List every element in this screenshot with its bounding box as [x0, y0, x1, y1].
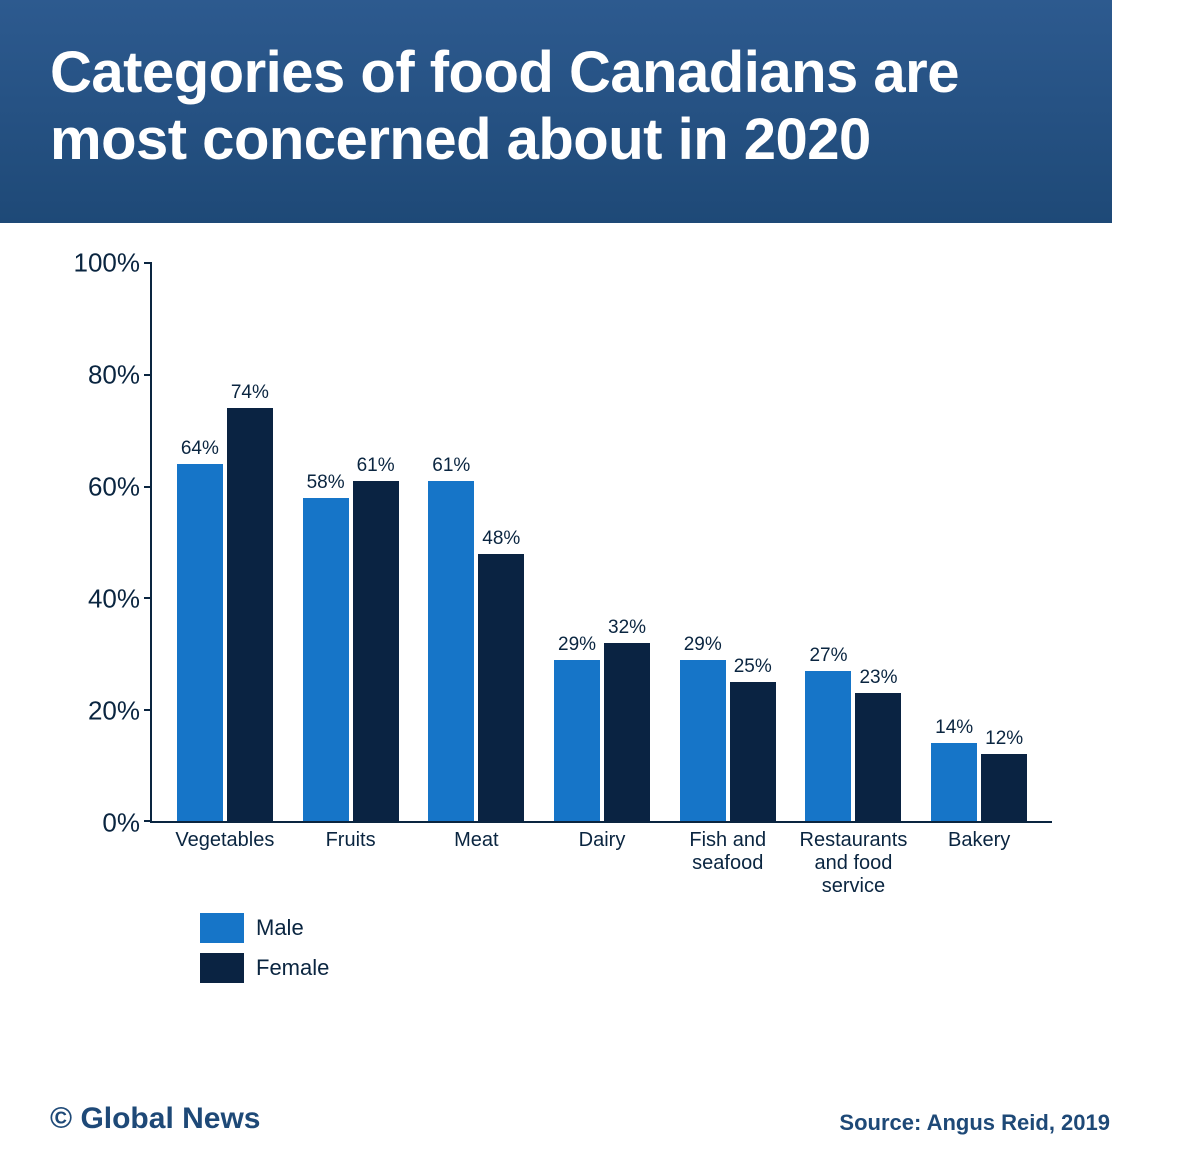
bar: 23% [855, 693, 901, 821]
bar-value-label: 48% [482, 528, 520, 550]
bar-value-label: 64% [181, 438, 219, 460]
bar-group: 29%25%Fish and seafood [665, 263, 791, 821]
legend-item: Male [200, 913, 1052, 943]
bar: 25% [730, 682, 776, 822]
credit-text: © Global News [50, 1102, 260, 1136]
bar-group: 29%32%Dairy [539, 263, 665, 821]
y-axis: 0%20%40%60%80%100% [50, 263, 140, 823]
bar-value-label: 74% [231, 382, 269, 404]
bar-group: 14%12%Bakery [916, 263, 1042, 821]
legend-swatch [200, 913, 244, 943]
bar: 14% [931, 743, 977, 821]
source-text: Source: Angus Reid, 2019 [839, 1110, 1110, 1136]
bar-group: 61%48%Meat [413, 263, 539, 821]
bar: 29% [680, 660, 726, 822]
y-tick-mark [144, 597, 152, 599]
bar-value-label: 61% [357, 455, 395, 477]
bar-group: 58%61%Fruits [288, 263, 414, 821]
bar: 64% [177, 464, 223, 821]
y-tick-label: 80% [50, 360, 140, 391]
chart-title: Categories of food Canadians are most co… [50, 40, 1062, 173]
bar: 32% [604, 643, 650, 822]
bar-group: 64%74%Vegetables [162, 263, 288, 821]
category-label: Vegetables [160, 829, 290, 852]
legend-label: Male [256, 915, 304, 941]
footer: © Global News Source: Angus Reid, 2019 [50, 1102, 1110, 1136]
bar-value-label: 61% [432, 455, 470, 477]
bar-value-label: 32% [608, 617, 646, 639]
chart-container: Categories of food Canadians are most co… [0, 0, 1200, 1176]
category-label: Fruits [286, 829, 416, 852]
bar-value-label: 58% [307, 472, 345, 494]
bar: 58% [303, 498, 349, 822]
bar: 27% [805, 671, 851, 822]
legend-label: Female [256, 955, 329, 981]
bar: 48% [478, 554, 524, 822]
bar: 61% [353, 481, 399, 821]
y-tick-label: 100% [50, 248, 140, 279]
category-label: Dairy [537, 829, 667, 852]
bar-value-label: 23% [859, 667, 897, 689]
bar: 29% [554, 660, 600, 822]
bar: 12% [981, 754, 1027, 821]
bar-value-label: 29% [558, 634, 596, 656]
bar-value-label: 27% [809, 645, 847, 667]
bar-value-label: 29% [684, 634, 722, 656]
category-label: Fish and seafood [663, 829, 793, 875]
legend-swatch [200, 953, 244, 983]
y-tick-mark [144, 374, 152, 376]
bar-value-label: 25% [734, 656, 772, 678]
header-banner: Categories of food Canadians are most co… [0, 0, 1112, 223]
bar-value-label: 14% [935, 717, 973, 739]
category-label: Restaurants and food service [788, 829, 918, 898]
y-tick-mark [144, 709, 152, 711]
y-tick-mark [144, 820, 152, 822]
y-tick-mark [144, 486, 152, 488]
y-tick-label: 60% [50, 472, 140, 503]
bars-area: 64%74%Vegetables58%61%Fruits61%48%Meat29… [152, 263, 1052, 821]
chart-area: 0%20%40%60%80%100% 64%74%Vegetables58%61… [0, 223, 1112, 983]
bar-chart: 0%20%40%60%80%100% 64%74%Vegetables58%61… [150, 263, 1052, 823]
plot-area: 64%74%Vegetables58%61%Fruits61%48%Meat29… [150, 263, 1052, 823]
y-tick-label: 20% [50, 696, 140, 727]
bar-value-label: 12% [985, 728, 1023, 750]
legend-item: Female [200, 953, 1052, 983]
category-label: Meat [411, 829, 541, 852]
bar: 74% [227, 408, 273, 821]
legend: Male Female [200, 913, 1052, 983]
y-tick-mark [144, 262, 152, 264]
bar-group: 27%23%Restaurants and food service [791, 263, 917, 821]
category-label: Bakery [914, 829, 1044, 852]
y-tick-label: 40% [50, 584, 140, 615]
bar: 61% [428, 481, 474, 821]
y-tick-label: 0% [50, 808, 140, 839]
